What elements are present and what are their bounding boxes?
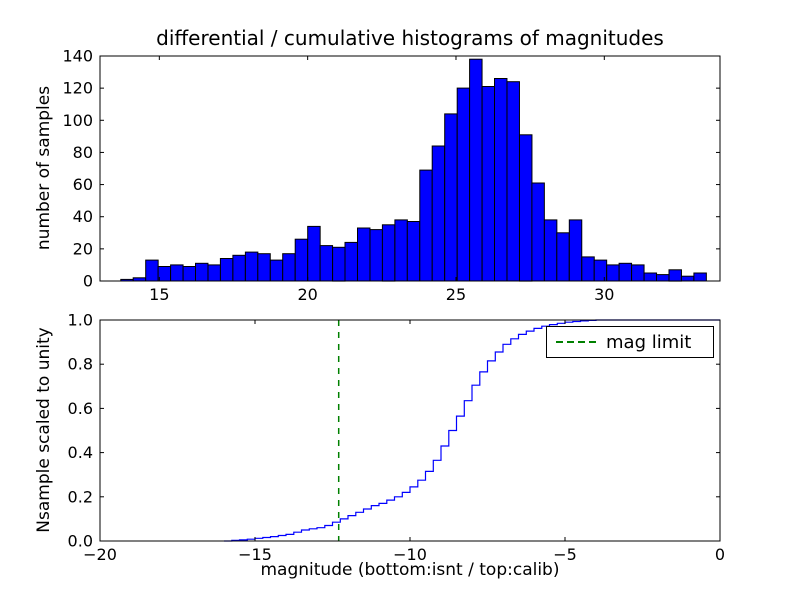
histogram-bar [344,241,358,282]
histogram-bar [581,256,595,282]
y-tick-label: 120 [62,79,93,98]
histogram-bar [656,274,670,282]
y-tick-label: 0.2 [68,487,93,506]
histogram-bar [506,81,520,282]
y-tick-label: 140 [62,47,93,66]
x-tick-label: 15 [149,285,169,304]
histogram-bar [381,224,396,282]
x-tick-label: −5 [553,545,577,564]
histogram-bar [643,272,658,282]
histogram-bar [543,219,558,282]
histogram-bar [319,245,334,282]
histogram-bar [618,262,633,282]
y-tick-label: 1.0 [68,311,93,330]
histogram-bar [207,264,221,282]
histogram-bar [219,258,234,282]
x-tick-label: −10 [393,545,427,564]
x-tick-label: −20 [83,545,117,564]
histogram-bar [556,232,570,282]
histogram-bar [606,264,620,282]
legend-box [546,326,714,358]
axes-frame [99,55,721,282]
y-tick-label: 40 [73,207,93,226]
histogram-bar [419,169,433,282]
x-tick-label: 0 [715,545,725,564]
histogram-bar [568,219,583,282]
y-tick-label: 80 [73,143,93,162]
histogram-bar [456,87,471,282]
histogram-bar [481,86,496,282]
histogram-bar [668,269,682,282]
histogram-bar [282,253,296,282]
histogram-bar [519,134,533,282]
y-tick-label: 60 [73,175,93,194]
histogram-bar [232,254,246,282]
histogram-bar [182,266,197,282]
histogram-bar [357,227,371,282]
histogram-bar [170,264,184,282]
x-tick-label: 20 [297,285,317,304]
y-tick-label: 0.4 [68,443,93,462]
histogram-bar [431,145,446,282]
histogram-bar [332,246,346,282]
y-tick-label: 0.8 [68,355,93,374]
histogram-bar [680,275,695,282]
histogram-bar [145,259,159,282]
chart-title: differential / cumulative histograms of … [156,26,664,50]
histogram-bar [469,58,483,282]
histogram-bar [369,229,383,282]
y-tick-label: 0.6 [68,399,93,418]
histogram-bar [307,225,321,282]
histogram-bar [244,251,259,282]
histogram-bar [394,219,408,282]
legend-label: mag limit [606,332,691,353]
x-tick-label: −15 [238,545,272,564]
histogram-bar [631,264,645,282]
histogram-bar [157,266,172,282]
histogram-bar [294,238,309,282]
axes-frame [99,319,721,542]
y-tick-label: 0.0 [68,532,93,551]
histogram-bar [257,253,271,282]
y-tick-label: 20 [73,239,93,258]
x-axis-label: magnitude (bottom:isnt / top:calib) [260,560,560,580]
histogram-bar [444,113,458,282]
y-tick-label: 100 [62,111,93,130]
histogram-bar [693,272,707,282]
histogram-bar [406,221,421,282]
histogram-bar [195,262,209,282]
cumulative-line [224,319,720,542]
x-tick-label: 30 [594,285,614,304]
y-tick-label: 0 [83,272,93,291]
x-tick-label: 25 [446,285,466,304]
histogram-bar [531,182,545,282]
histogram-bar [269,259,284,282]
histogram-bar [494,78,508,282]
